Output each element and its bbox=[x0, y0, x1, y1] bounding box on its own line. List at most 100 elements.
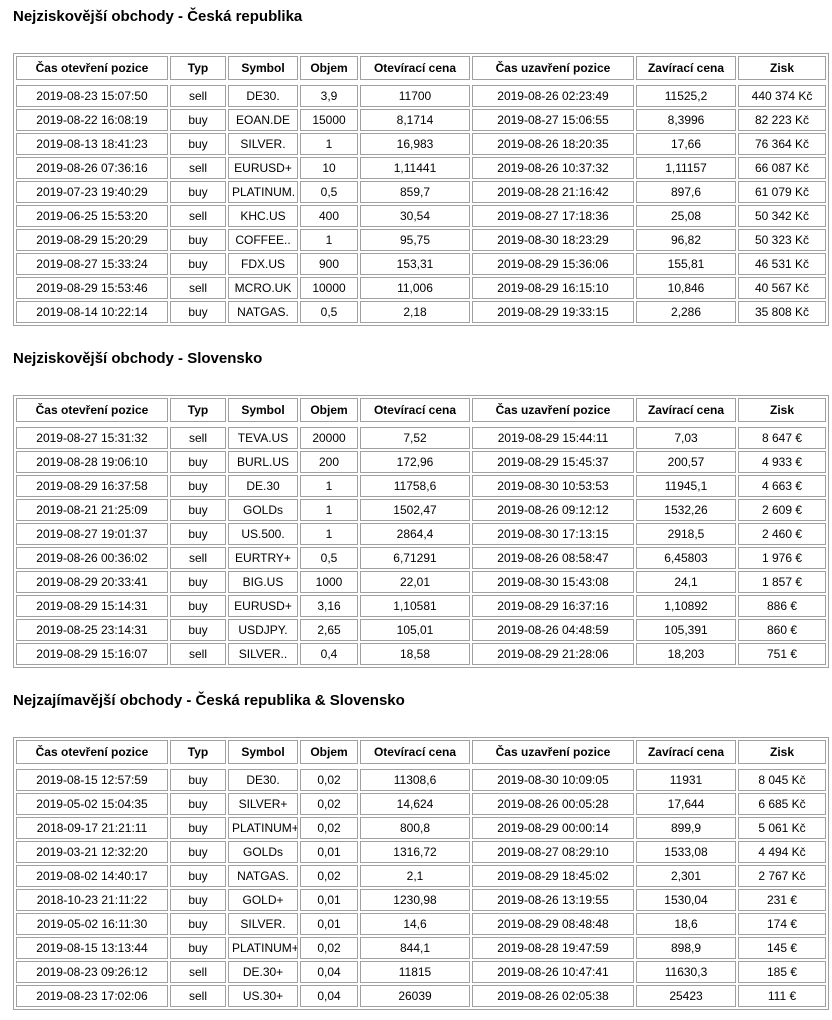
cell: buy bbox=[170, 937, 226, 959]
cell: 2019-06-25 15:53:20 bbox=[16, 205, 168, 227]
cell: 4 663 € bbox=[738, 475, 826, 497]
cell: 200,57 bbox=[636, 451, 736, 473]
cell: buy bbox=[170, 253, 226, 275]
table-row: 2018-09-17 21:21:11 buy PLATINUM+ 0,02 800,8… bbox=[16, 817, 826, 839]
table-row: 2019-08-26 07:36:16 sell EURUSD+ 10 1,11441 2… bbox=[16, 157, 826, 179]
cell: 2019-08-26 09:12:12 bbox=[472, 499, 634, 521]
cell: sell bbox=[170, 427, 226, 449]
cell: 15000 bbox=[300, 109, 358, 131]
cell: 2019-08-26 18:20:35 bbox=[472, 133, 634, 155]
cell: 2019-08-26 10:37:32 bbox=[472, 157, 634, 179]
cell: sell bbox=[170, 961, 226, 983]
cell: 1 bbox=[300, 523, 358, 545]
cell: 1,11441 bbox=[360, 157, 470, 179]
column-header: Otevírací cena bbox=[360, 56, 470, 80]
cell: GOLD+ bbox=[228, 889, 298, 911]
cell: 6,71291 bbox=[360, 547, 470, 569]
cell: 2019-08-29 18:45:02 bbox=[472, 865, 634, 887]
cell: 1000 bbox=[300, 571, 358, 593]
cell: 2,286 bbox=[636, 301, 736, 323]
cell: 153,31 bbox=[360, 253, 470, 275]
cell: 2019-08-26 10:47:41 bbox=[472, 961, 634, 983]
cell: 35 808 Kč bbox=[738, 301, 826, 323]
cell: 0,04 bbox=[300, 985, 358, 1007]
cell: 2018-10-23 21:11:22 bbox=[16, 889, 168, 911]
cell: 2019-08-30 17:13:15 bbox=[472, 523, 634, 545]
cell: 5 061 Kč bbox=[738, 817, 826, 839]
section-most-interesting-both: Nejzajímavější obchody - Česká republika… bbox=[13, 692, 829, 1010]
table-body: 2019-08-15 12:57:59 buy DE30. 0,02 11308,6 20… bbox=[16, 766, 826, 1007]
cell: buy bbox=[170, 841, 226, 863]
cell: NATGAS. bbox=[228, 301, 298, 323]
cell: 10 bbox=[300, 157, 358, 179]
cell: 2019-08-29 15:45:37 bbox=[472, 451, 634, 473]
table-row: 2019-08-21 21:25:09 buy GOLDs 1 1502,47 2019-… bbox=[16, 499, 826, 521]
cell: NATGAS. bbox=[228, 865, 298, 887]
cell: 2019-08-29 16:15:10 bbox=[472, 277, 634, 299]
cell: 7,03 bbox=[636, 427, 736, 449]
cell: 800,8 bbox=[360, 817, 470, 839]
table-row: 2019-08-27 19:01:37 buy US.500. 1 2864,4 2019… bbox=[16, 523, 826, 545]
cell: 0,02 bbox=[300, 769, 358, 791]
cell: 2 767 Kč bbox=[738, 865, 826, 887]
cell: 25,08 bbox=[636, 205, 736, 227]
cell: 2019-08-29 15:36:06 bbox=[472, 253, 634, 275]
cell: SILVER.. bbox=[228, 643, 298, 665]
cell: 145 € bbox=[738, 937, 826, 959]
cell: 66 087 Kč bbox=[738, 157, 826, 179]
cell: 1 976 € bbox=[738, 547, 826, 569]
cell: DE30. bbox=[228, 769, 298, 791]
cell: 2019-08-29 16:37:58 bbox=[16, 475, 168, 497]
trades-table-both: Čas otevření pozice Typ Symbol Objem Otevíra… bbox=[13, 737, 829, 1010]
cell: buy bbox=[170, 571, 226, 593]
cell: 2019-08-26 00:05:28 bbox=[472, 793, 634, 815]
cell: 18,58 bbox=[360, 643, 470, 665]
cell: 231 € bbox=[738, 889, 826, 911]
cell: buy bbox=[170, 817, 226, 839]
cell: 1,10581 bbox=[360, 595, 470, 617]
cell: buy bbox=[170, 793, 226, 815]
cell: 2019-08-15 13:13:44 bbox=[16, 937, 168, 959]
cell: 11630,3 bbox=[636, 961, 736, 983]
cell: 3,9 bbox=[300, 85, 358, 107]
section-most-profitable-czech: Nejziskovější obchody - Česká republika … bbox=[13, 8, 829, 326]
cell: 2019-08-23 09:26:12 bbox=[16, 961, 168, 983]
cell: SILVER. bbox=[228, 913, 298, 935]
column-header: Symbol bbox=[228, 740, 298, 764]
cell: 16,983 bbox=[360, 133, 470, 155]
cell: 0,02 bbox=[300, 865, 358, 887]
table-row: 2019-05-02 16:11:30 buy SILVER. 0,01 14,6 201… bbox=[16, 913, 826, 935]
trades-table-slovakia: Čas otevření pozice Typ Symbol Objem Otevíra… bbox=[13, 395, 829, 668]
cell: 2019-08-26 13:19:55 bbox=[472, 889, 634, 911]
table-row: 2019-08-29 20:33:41 buy BIG.US 1000 22,01 201… bbox=[16, 571, 826, 593]
cell: buy bbox=[170, 523, 226, 545]
table-row: 2019-08-02 14:40:17 buy NATGAS. 0,02 2,1 2019… bbox=[16, 865, 826, 887]
cell: 14,6 bbox=[360, 913, 470, 935]
cell: 20000 bbox=[300, 427, 358, 449]
table-row: 2018-10-23 21:11:22 buy GOLD+ 0,01 1230,98 20… bbox=[16, 889, 826, 911]
cell: 11700 bbox=[360, 85, 470, 107]
cell: 0,01 bbox=[300, 841, 358, 863]
column-header: Objem bbox=[300, 398, 358, 422]
table-row: 2019-08-23 09:26:12 sell DE.30+ 0,04 11815 20… bbox=[16, 961, 826, 983]
cell: EURUSD+ bbox=[228, 595, 298, 617]
table-row: 2019-08-29 15:14:31 buy EURUSD+ 3,16 1,10581… bbox=[16, 595, 826, 617]
cell: 2019-08-26 08:58:47 bbox=[472, 547, 634, 569]
table-row: 2019-06-25 15:53:20 sell KHC.US 400 30,54 201… bbox=[16, 205, 826, 227]
column-header: Otevírací cena bbox=[360, 740, 470, 764]
column-header: Typ bbox=[170, 56, 226, 80]
cell: 2918,5 bbox=[636, 523, 736, 545]
cell: 2019-08-28 21:16:42 bbox=[472, 181, 634, 203]
table-row: 2019-08-14 10:22:14 buy NATGAS. 0,5 2,18 2019… bbox=[16, 301, 826, 323]
cell: sell bbox=[170, 157, 226, 179]
cell: 0,01 bbox=[300, 913, 358, 935]
cell: 900 bbox=[300, 253, 358, 275]
cell: FDX.US bbox=[228, 253, 298, 275]
cell: sell bbox=[170, 547, 226, 569]
cell: 1502,47 bbox=[360, 499, 470, 521]
cell: 18,6 bbox=[636, 913, 736, 935]
cell: SILVER. bbox=[228, 133, 298, 155]
cell: DE.30+ bbox=[228, 961, 298, 983]
table-row: 2019-08-15 13:13:44 buy PLATINUM+ 0,02 844,1… bbox=[16, 937, 826, 959]
